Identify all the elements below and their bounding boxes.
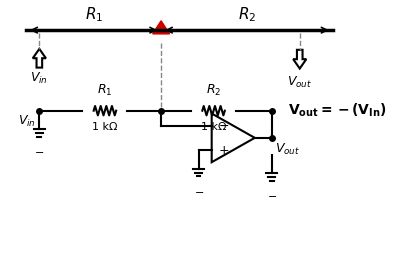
Polygon shape — [152, 21, 169, 34]
Text: $-$: $-$ — [266, 190, 276, 200]
Text: 1 kΩ: 1 kΩ — [200, 122, 226, 132]
Text: $V_{out}$: $V_{out}$ — [286, 75, 312, 90]
Text: $R_2$: $R_2$ — [205, 82, 221, 98]
Text: $V_{in}$: $V_{in}$ — [30, 71, 48, 86]
Polygon shape — [33, 49, 46, 68]
Text: $V_{in}$: $V_{in}$ — [18, 114, 36, 129]
Text: $V_{out}$: $V_{out}$ — [275, 142, 300, 157]
Text: $-$: $-$ — [193, 186, 203, 196]
Text: $+$: $+$ — [218, 144, 229, 156]
Text: $\mathbf{V_{out} = -(V_{In})}$: $\mathbf{V_{out} = -(V_{In})}$ — [288, 102, 387, 119]
Polygon shape — [211, 114, 254, 162]
Text: $-$: $-$ — [34, 146, 44, 156]
Text: $R_1$: $R_1$ — [84, 5, 103, 24]
Text: $R_1$: $R_1$ — [97, 82, 112, 98]
Text: 1 kΩ: 1 kΩ — [92, 122, 117, 132]
Polygon shape — [292, 50, 306, 68]
Text: $-$: $-$ — [218, 119, 229, 132]
Text: $R_2$: $R_2$ — [237, 5, 255, 24]
